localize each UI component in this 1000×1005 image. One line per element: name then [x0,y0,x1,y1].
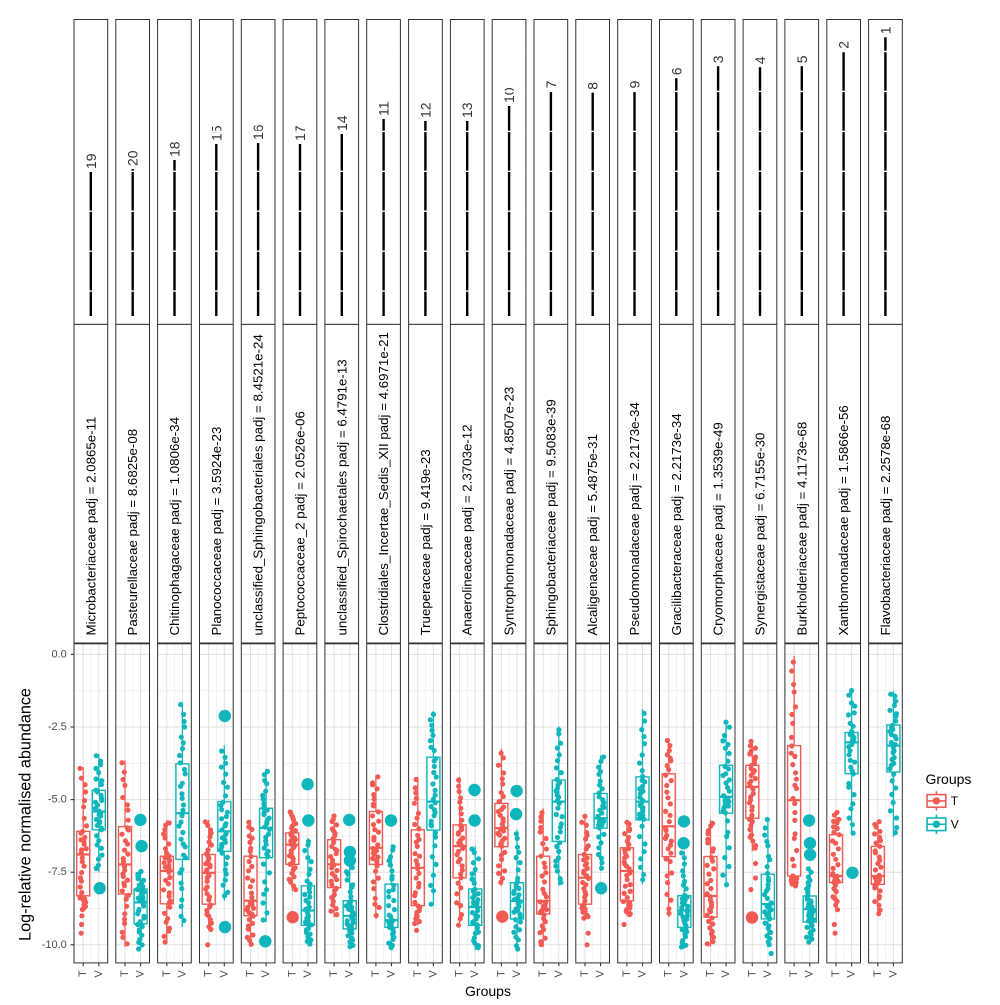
svg-text:19: 19 [83,153,99,169]
svg-text:unclassified_Spirochaetales pa: unclassified_Spirochaetales padj = 6.479… [334,359,349,635]
svg-text:9: 9 [627,80,643,88]
svg-text:T: T [161,970,173,977]
svg-text:V: V [260,970,272,978]
svg-text:5: 5 [794,55,810,63]
svg-text:15: 15 [208,125,224,141]
svg-text:V: V [344,970,356,978]
svg-text:T: T [579,970,591,977]
svg-text:T: T [746,970,758,977]
svg-text:V: V [762,970,774,978]
svg-text:V: V [218,970,230,978]
svg-text:V: V [846,970,858,978]
svg-text:V: V [176,970,188,978]
svg-text:0.0: 0.0 [52,648,67,660]
svg-text:V: V [135,970,147,978]
svg-text:7: 7 [543,80,559,88]
svg-text:8: 8 [585,82,601,90]
svg-text:Syntrophomonadaceae padj = 4.8: Syntrophomonadaceae padj = 4.8507e-23 [502,387,517,636]
svg-text:Gracilibacteraceae padj = 2.21: Gracilibacteraceae padj = 2.2173e-34 [669,413,684,635]
svg-text:6: 6 [668,67,684,75]
svg-text:T: T [370,970,382,977]
svg-text:T: T [788,970,800,977]
svg-text:V: V [427,970,439,978]
svg-text:T: T [119,970,131,977]
svg-text:Alcaligenaceae padj = 5.4875e-: Alcaligenaceae padj = 5.4875e-31 [585,434,600,635]
svg-text:V: V [804,970,816,978]
svg-text:Planococcaceae padj = 3.5924e-: Planococcaceae padj = 3.5924e-23 [209,427,224,636]
svg-text:Groups: Groups [926,771,972,787]
svg-text:T: T [951,794,959,808]
svg-text:V: V [511,970,523,978]
svg-text:11: 11 [376,101,392,116]
svg-text:Pseudomonadaceae padj = 2.2173: Pseudomonadaceae padj = 2.2173e-34 [627,402,642,635]
svg-text:18: 18 [167,141,183,157]
svg-text:T: T [328,970,340,977]
svg-text:V: V [951,817,959,831]
svg-text:1: 1 [877,26,893,34]
svg-text:V: V [553,970,565,978]
svg-text:V: V [386,970,398,978]
svg-text:T: T [830,970,842,977]
svg-text:16: 16 [250,124,266,140]
svg-text:T: T [245,970,257,977]
svg-text:Burkholderiaceae padj = 4.1173: Burkholderiaceae padj = 4.1173e-68 [794,422,809,636]
svg-text:V: V [720,970,732,978]
svg-text:4: 4 [752,56,768,64]
svg-text:T: T [705,970,717,977]
svg-text:Synergistaceae padj = 6.7155e-: Synergistaceae padj = 6.7155e-30 [753,433,768,636]
svg-text:T: T [286,970,298,977]
svg-text:-7.5: -7.5 [48,866,67,878]
svg-text:Xanthomonadaceae padj = 1.5866: Xanthomonadaceae padj = 1.5866e-56 [836,405,851,635]
svg-text:17: 17 [292,125,308,141]
svg-text:2: 2 [836,41,852,49]
svg-text:T: T [203,970,215,977]
svg-text:unclassified_Sphingobacteriale: unclassified_Sphingobacteriales padj = 8… [251,334,266,635]
svg-text:Trueperaceae padj = 9.419e-23: Trueperaceae padj = 9.419e-23 [418,449,433,635]
svg-text:Pasteurellaceae padj = 8.6825e: Pasteurellaceae padj = 8.6825e-08 [125,429,140,636]
svg-text:10: 10 [501,87,517,103]
svg-text:V: V [595,970,607,978]
svg-text:T: T [77,970,89,977]
svg-text:Anaerolineaceae padj = 2.3703e: Anaerolineaceae padj = 2.3703e-12 [460,424,475,635]
svg-text:20: 20 [125,150,141,166]
svg-text:T: T [454,970,466,977]
svg-text:Peptococcaceae_2 padj = 2.0526: Peptococcaceae_2 padj = 2.0526e-06 [293,411,308,635]
svg-text:T: T [537,970,549,977]
svg-text:V: V [637,970,649,978]
svg-text:Log-relative normalised abunda: Log-relative normalised abundance [16,688,34,941]
svg-text:-10.0: -10.0 [42,939,67,951]
svg-text:V: V [469,970,481,978]
svg-text:Cryomorphaceae padj = 1.3539e-: Cryomorphaceae padj = 1.3539e-49 [711,422,726,635]
svg-text:Microbacteriaceae padj = 2.086: Microbacteriaceae padj = 2.0865e-11 [83,417,98,636]
svg-text:Chitinophagaceae padj = 1.0806: Chitinophagaceae padj = 1.0806e-34 [167,417,182,635]
svg-text:V: V [93,970,105,978]
svg-text:Groups: Groups [465,983,511,999]
svg-text:Clostridiales_Incertae_Sedis_X: Clostridiales_Incertae_Sedis_XII padj = … [376,332,391,635]
svg-text:12: 12 [417,102,433,118]
svg-text:T: T [495,970,507,977]
svg-text:14: 14 [334,115,350,131]
svg-text:T: T [663,970,675,977]
svg-text:T: T [412,970,424,977]
svg-text:V: V [678,970,690,978]
svg-text:Flavobacteriaceae padj = 2.257: Flavobacteriaceae padj = 2.2578e-68 [878,416,893,636]
svg-text:V: V [302,970,314,978]
svg-text:Sphingobacteriaceae padj = 9.5: Sphingobacteriaceae padj = 9.5083e-39 [543,399,558,635]
svg-text:-2.5: -2.5 [48,721,67,733]
svg-text:13: 13 [459,102,475,118]
svg-text:T: T [872,970,884,977]
svg-text:-5.0: -5.0 [48,794,67,806]
svg-text:T: T [621,970,633,977]
svg-text:3: 3 [710,55,726,63]
svg-text:V: V [887,970,899,978]
